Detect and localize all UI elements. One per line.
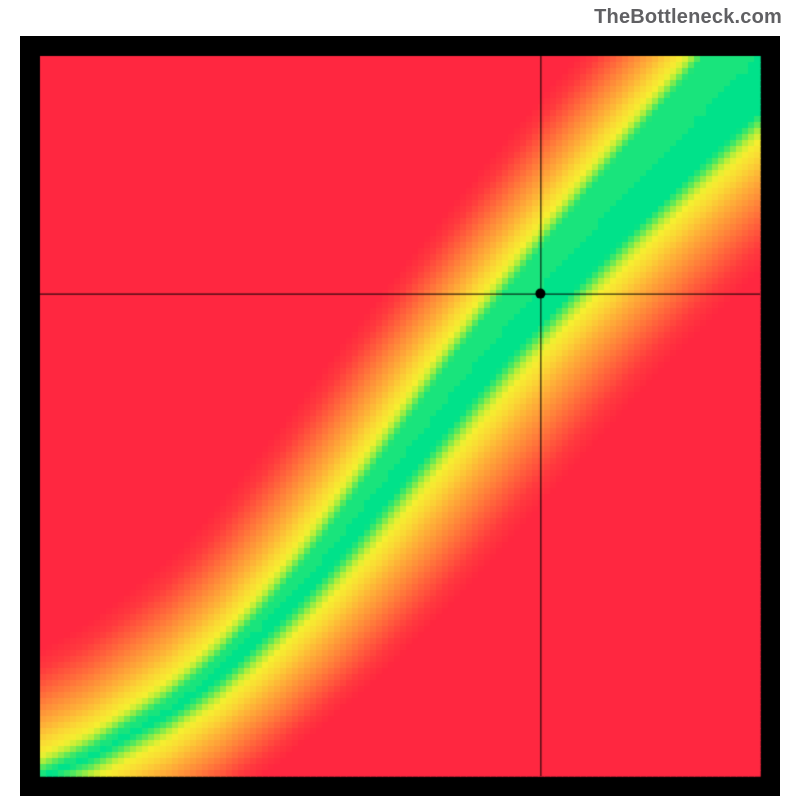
- chart-container: TheBottleneck.com: [0, 0, 800, 800]
- bottleneck-heatmap: [20, 36, 780, 796]
- watermark-text: TheBottleneck.com: [594, 6, 782, 29]
- chart-frame: [20, 36, 780, 796]
